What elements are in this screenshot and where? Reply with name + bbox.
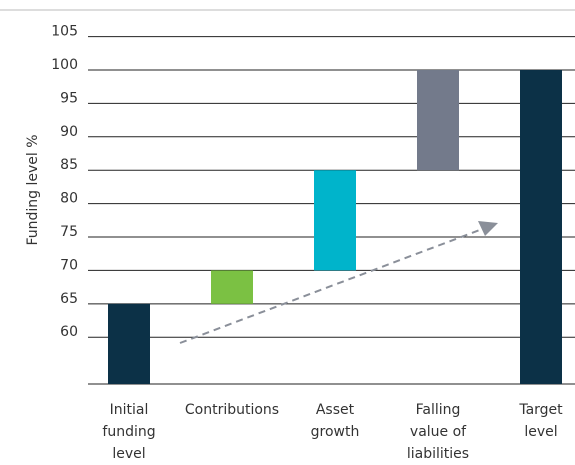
- y-tick-label: 75: [60, 224, 78, 240]
- x-tick-label: Contributions: [185, 402, 279, 418]
- y-tick-label: 70: [60, 257, 78, 273]
- y-axis-label: Funding level %: [25, 134, 41, 245]
- plot: 60 65 70 75 80 85 90 95 100 105 Initial funding leve…: [51, 24, 575, 462]
- y-tick-label: 60: [60, 324, 78, 340]
- y-tick-label: 105: [51, 24, 78, 40]
- x-tick-label: Initial: [110, 402, 149, 418]
- x-tick-label: funding: [102, 424, 155, 440]
- x-tick-label: Asset: [316, 402, 355, 418]
- y-tick-label: 100: [51, 57, 78, 73]
- x-tick-label: Target: [518, 402, 563, 418]
- y-tick-label: 80: [60, 191, 78, 207]
- bar: [108, 303, 150, 384]
- x-tick-label: growth: [311, 424, 360, 440]
- y-tick-label: 85: [60, 157, 78, 173]
- bar: [417, 70, 459, 171]
- arrow-head: [478, 221, 498, 236]
- bar: [211, 270, 253, 304]
- x-tick-label: value of: [410, 424, 467, 440]
- bar: [314, 170, 356, 271]
- x-tick-label: Falling: [416, 402, 461, 418]
- y-tick-label: 65: [60, 291, 78, 307]
- y-tick-label: 95: [60, 90, 78, 106]
- trend-arrow: [179, 227, 486, 344]
- bar: [520, 70, 562, 384]
- x-tick-label: level: [524, 424, 557, 440]
- x-tick-label: level: [112, 446, 145, 462]
- x-tick-label: liabilities: [407, 446, 469, 462]
- y-tick-label: 90: [60, 124, 78, 140]
